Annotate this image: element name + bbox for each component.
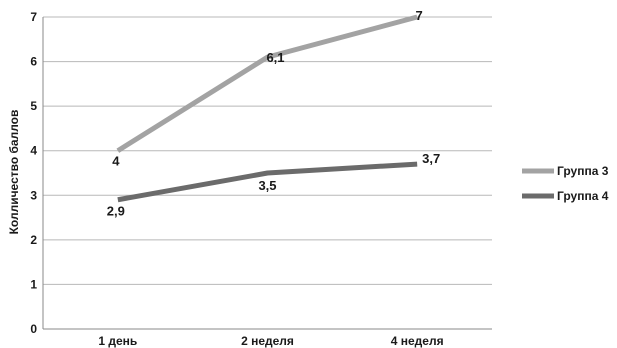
y-tick-label: 3 bbox=[30, 188, 37, 202]
data-label: 7 bbox=[416, 8, 423, 23]
series bbox=[116, 14, 418, 203]
data-label: 2,9 bbox=[107, 204, 125, 219]
legend-label: Группа 3 bbox=[557, 164, 609, 178]
y-tick-label: 5 bbox=[30, 99, 37, 113]
data-labels: 4 6,1 7 2,9 3,5 3,7 bbox=[107, 8, 440, 219]
x-axis-ticks: 1 день 2 неделя 4 неделя bbox=[98, 334, 443, 348]
y-tick-label: 7 bbox=[30, 10, 37, 24]
y-axis-title: Колличество баллов bbox=[7, 110, 21, 235]
legend: Группа 3 Группа 4 bbox=[522, 164, 609, 203]
y-tick-label: 0 bbox=[30, 322, 37, 336]
x-tick-label: 2 неделя bbox=[241, 334, 294, 348]
y-tick-label: 1 bbox=[30, 277, 37, 291]
y-tick-label: 4 bbox=[30, 144, 37, 158]
data-label: 6,1 bbox=[266, 50, 284, 65]
series-line-2 bbox=[117, 161, 418, 203]
x-tick-label: 1 день bbox=[98, 334, 137, 348]
data-label: 3,5 bbox=[258, 178, 276, 193]
series-line-1 bbox=[116, 14, 418, 153]
y-tick-label: 6 bbox=[30, 55, 37, 69]
data-label: 3,7 bbox=[422, 151, 440, 166]
y-tick-label: 2 bbox=[30, 233, 37, 247]
legend-label: Группа 4 bbox=[557, 189, 609, 203]
data-label: 4 bbox=[112, 154, 120, 169]
x-tick-label: 4 неделя bbox=[391, 334, 444, 348]
y-axis-ticks: 0 1 2 3 4 5 6 7 bbox=[30, 10, 37, 336]
